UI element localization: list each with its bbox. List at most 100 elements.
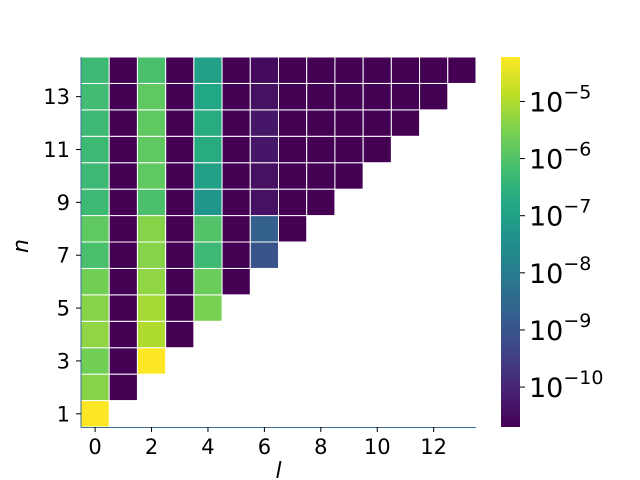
heatmap-cell [193, 241, 223, 269]
colorbar-tick-label: 10−6 [529, 139, 591, 176]
heatmap-cell [108, 320, 138, 349]
heatmap-cell [249, 188, 280, 217]
heatmap-cell [165, 109, 195, 137]
y-tick-label: 11 [43, 138, 70, 162]
y-axis-label: n [9, 239, 34, 253]
heatmap-cell [136, 347, 167, 375]
y-tick-label: 7 [57, 244, 70, 268]
heatmap-cell [80, 109, 110, 137]
heatmap-cell [165, 241, 195, 269]
heatmap-cell [165, 320, 195, 349]
x-axis-label: l [275, 459, 281, 480]
x-axis-ticks: 0 2 4 6 8 10 12 [88, 427, 447, 459]
heatmap-cell [221, 82, 251, 111]
heatmap-cell [165, 162, 195, 190]
heatmap-cell [221, 267, 251, 296]
heatmap-cell [390, 56, 421, 84]
heatmap-cell [193, 82, 223, 111]
heatmap-cell [249, 56, 280, 84]
y-tick-label: 3 [57, 349, 70, 373]
heatmap-cell [136, 241, 167, 269]
heatmap-cell [80, 320, 110, 349]
heatmap-cell [306, 82, 336, 111]
heatmap-cell [306, 56, 336, 84]
heatmap-cell [221, 135, 251, 164]
heatmap-cell [419, 82, 449, 111]
colorbar-tick-label: 10−7 [529, 196, 591, 233]
heatmap-cell [193, 109, 223, 137]
heatmap-cell [108, 135, 138, 164]
heatmap-cell [193, 56, 223, 84]
heatmap-cell [306, 109, 336, 137]
heatmap-cell [136, 109, 167, 137]
heatmap-cell [108, 215, 138, 243]
heatmap-cell [278, 162, 308, 190]
heatmap-cell [108, 109, 138, 137]
heatmap-cell [278, 109, 308, 137]
heatmap-cell [136, 320, 167, 349]
x-tick-label: 4 [201, 435, 214, 459]
x-tick-label: 0 [88, 435, 101, 459]
heatmap-cell [80, 188, 110, 217]
x-tick-label: 2 [145, 435, 158, 459]
heatmap-cell [221, 188, 251, 217]
heatmap-cell [136, 56, 167, 84]
heatmap-cell [165, 294, 195, 322]
heatmap-cell [221, 56, 251, 84]
heatmap-cells [80, 56, 477, 428]
heatmap-cell [165, 56, 195, 84]
heatmap-cell [362, 109, 392, 137]
heatmap-cell [193, 294, 223, 322]
heatmap-cell [221, 241, 251, 269]
heatmap-cell [136, 267, 167, 296]
heatmap-cell [80, 162, 110, 190]
heatmap-cell [390, 82, 421, 111]
heatmap-cell [165, 267, 195, 296]
x-tick-label: 6 [258, 435, 271, 459]
axes [80, 57, 476, 428]
colorbar-tick-label: 10−8 [529, 253, 591, 290]
heatmap-cell [362, 135, 392, 164]
heatmap-cell [419, 56, 449, 84]
heatmap-cell [193, 188, 223, 217]
heatmap-cell [80, 267, 110, 296]
heatmap-cell [334, 162, 364, 190]
heatmap-cell [221, 109, 251, 137]
heatmap-cell [108, 347, 138, 375]
heatmap-cell [278, 82, 308, 111]
heatmap-cell [334, 56, 364, 84]
y-tick-label: 1 [57, 402, 70, 426]
heatmap-cell [249, 109, 280, 137]
heatmap-cell [249, 82, 280, 111]
heatmap-cell [278, 215, 308, 243]
heatmap-cell [249, 241, 280, 269]
heatmap-cell [136, 82, 167, 111]
colorbar-tick-label: 10−10 [529, 367, 603, 404]
heatmap-cell [80, 241, 110, 269]
y-tick-label: 13 [43, 85, 70, 109]
heatmap-cell [80, 373, 110, 402]
heatmap-cell [108, 56, 138, 84]
heatmap-cell [108, 82, 138, 111]
heatmap-cell [80, 135, 110, 164]
heatmap-cell [334, 109, 364, 137]
heatmap-cell [108, 241, 138, 269]
heatmap-cell [108, 267, 138, 296]
heatmap-cell [193, 162, 223, 190]
heatmap-cell [193, 135, 223, 164]
heatmap-cell [306, 135, 336, 164]
heatmap-cell [193, 267, 223, 296]
heatmap-cell [136, 135, 167, 164]
heatmap-cell [136, 188, 167, 217]
heatmap-cell [278, 188, 308, 217]
heatmap-cell [221, 162, 251, 190]
heatmap-cell [193, 215, 223, 243]
heatmap-cell [362, 56, 392, 84]
heatmap-cell [306, 162, 336, 190]
heatmap-cell [334, 135, 364, 164]
x-tick-label: 8 [314, 435, 327, 459]
heatmap-cell [447, 56, 477, 84]
heatmap-cell [390, 109, 421, 137]
heatmap-cell [278, 135, 308, 164]
